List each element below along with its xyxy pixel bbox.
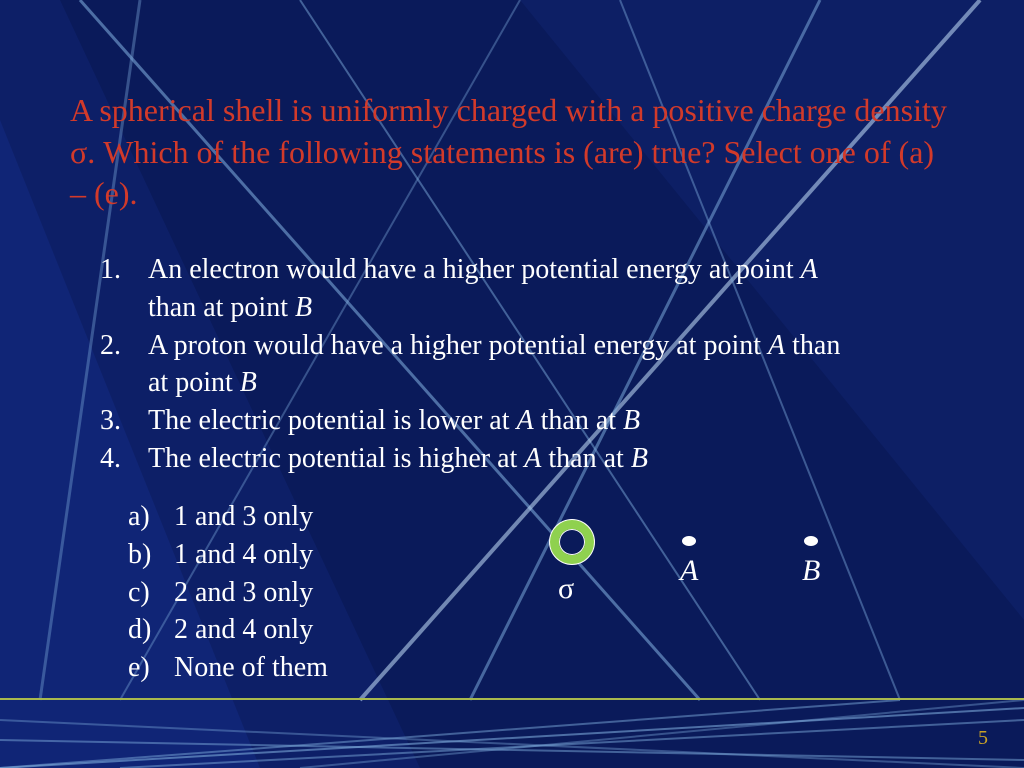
- option-text: 1 and 3 only: [174, 498, 313, 536]
- option-text: None of them: [174, 649, 328, 687]
- option-letter: b): [128, 536, 174, 574]
- statement-number: 4.: [100, 440, 148, 478]
- statements-list: 1.An electron would have a higher potent…: [100, 251, 860, 478]
- option-letter: c): [128, 574, 174, 612]
- statement-text: A proton would have a higher potential e…: [148, 327, 860, 403]
- point-a-dot-icon: [682, 536, 696, 546]
- slide-content: A spherical shell is uniformly charged w…: [0, 0, 1024, 768]
- question-text: A spherical shell is uniformly charged w…: [70, 90, 950, 215]
- option-text: 1 and 4 only: [174, 536, 313, 574]
- statement-text: The electric potential is higher at A th…: [148, 440, 860, 478]
- statement-number: 2.: [100, 327, 148, 403]
- point-b-dot-icon: [804, 536, 818, 546]
- sigma-label: σ: [558, 572, 574, 606]
- shell-ring-icon: [550, 520, 594, 564]
- diagram: σ A B: [540, 510, 920, 630]
- footer-divider: [0, 698, 1024, 700]
- option-item[interactable]: c)2 and 3 only: [128, 574, 328, 612]
- option-item[interactable]: d)2 and 4 only: [128, 611, 328, 649]
- point-a-label: A: [680, 554, 698, 588]
- statement-item: 3.The electric potential is lower at A t…: [100, 402, 860, 440]
- option-text: 2 and 3 only: [174, 574, 313, 612]
- point-b-label: B: [802, 554, 820, 588]
- option-letter: d): [128, 611, 174, 649]
- statement-number: 3.: [100, 402, 148, 440]
- option-letter: a): [128, 498, 174, 536]
- option-letter: e): [128, 649, 174, 687]
- statement-text: The electric potential is lower at A tha…: [148, 402, 860, 440]
- answer-options: a)1 and 3 onlyb)1 and 4 onlyc)2 and 3 on…: [128, 498, 328, 687]
- option-item[interactable]: a)1 and 3 only: [128, 498, 328, 536]
- statement-item: 1.An electron would have a higher potent…: [100, 251, 860, 327]
- page-number: 5: [978, 727, 988, 750]
- statement-item: 4.The electric potential is higher at A …: [100, 440, 860, 478]
- statement-number: 1.: [100, 251, 148, 327]
- statement-item: 2.A proton would have a higher potential…: [100, 327, 860, 403]
- option-item[interactable]: b)1 and 4 only: [128, 536, 328, 574]
- option-item[interactable]: e)None of them: [128, 649, 328, 687]
- statement-text: An electron would have a higher potentia…: [148, 251, 860, 327]
- option-text: 2 and 4 only: [174, 611, 313, 649]
- slide: A spherical shell is uniformly charged w…: [0, 0, 1024, 768]
